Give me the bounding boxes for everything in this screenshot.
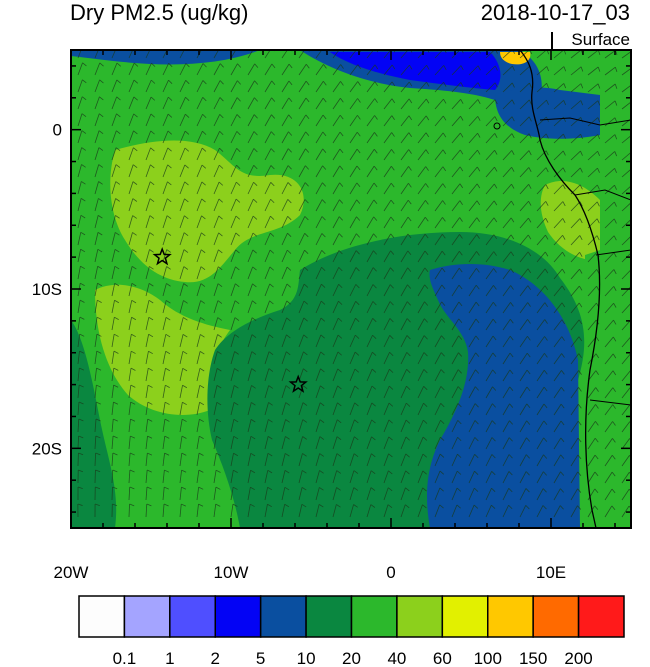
field-light-plume-south <box>95 284 230 415</box>
x-tick-label: 10E <box>536 563 566 582</box>
colorbar-swatch <box>441 595 489 638</box>
y-tick-label: 0 <box>53 121 62 140</box>
field-light-plume-north <box>110 140 304 283</box>
field-blue-core <box>330 52 501 90</box>
colorbar-label: 100 <box>474 649 502 667</box>
colorbar-swatch <box>169 595 216 638</box>
colorbar-label: 10 <box>297 649 316 667</box>
colorbar-swatch <box>577 595 625 638</box>
island <box>493 122 501 130</box>
field-dark-west <box>71 320 117 528</box>
field-navy-region <box>427 264 580 528</box>
colorbar-label: 200 <box>564 649 592 667</box>
colorbar-swatch <box>396 595 444 638</box>
x-tick-label: 20W <box>54 563 89 582</box>
star-marker-1 <box>152 246 172 266</box>
x-tick-label: 0 <box>386 563 395 582</box>
colorbar-label: 60 <box>433 649 452 667</box>
colorbar-swatch <box>259 595 307 638</box>
x-tick-label: 10W <box>214 563 249 582</box>
colorbar-label: 5 <box>256 649 265 667</box>
colorbar-swatch <box>123 595 171 638</box>
y-tick-label: 20S <box>32 439 62 458</box>
field-navy-gulf <box>495 87 600 139</box>
colorbar-label: 150 <box>519 649 547 667</box>
map-level: Surface <box>571 30 630 49</box>
y-tick-label: 10S <box>32 280 62 299</box>
map-datetime: 2018-10-17_03 <box>480 0 630 25</box>
colorbar-swatch <box>305 595 353 638</box>
colorbar-label: 1 <box>165 649 174 667</box>
colorbar-swatch <box>214 595 262 638</box>
colorbar-swatch <box>532 595 580 638</box>
wind-barbs <box>77 50 631 518</box>
colorbar-swatch <box>350 595 398 638</box>
country-border <box>539 117 631 406</box>
colorbar-label: 2 <box>211 649 220 667</box>
colorbar-swatch <box>487 595 534 638</box>
colorbar-label: 0.1 <box>113 649 137 667</box>
star-marker-2 <box>288 374 308 393</box>
map-title: Dry PM2.5 (ug/kg) <box>70 0 249 25</box>
field-blue-northwest <box>71 50 260 65</box>
level-marker <box>551 32 553 50</box>
colorbar-label: 20 <box>342 649 361 667</box>
field-green-land-east <box>585 240 631 528</box>
colorbar-swatch <box>78 595 126 638</box>
colorbar-label: 40 <box>387 649 406 667</box>
coastline <box>519 50 601 528</box>
field-light-plume-east <box>540 180 600 261</box>
